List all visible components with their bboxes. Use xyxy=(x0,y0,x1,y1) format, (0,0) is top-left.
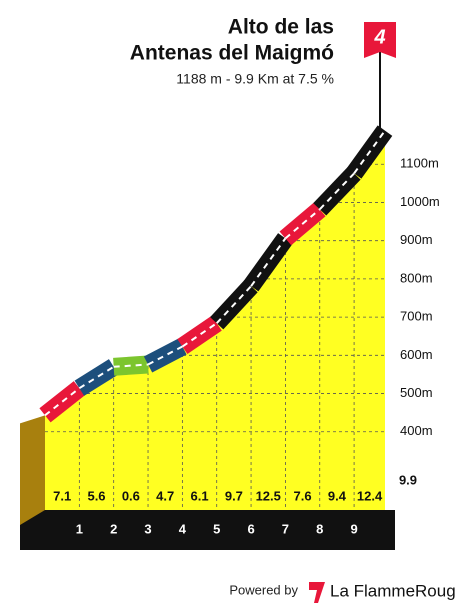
gradient-label: 0.6 xyxy=(122,488,140,503)
road-centerline xyxy=(78,365,115,390)
footer-prefix: Powered by xyxy=(229,582,298,597)
gradient-label: 7.1 xyxy=(53,488,71,503)
road-centerline xyxy=(215,285,252,324)
x-tick-label: 8 xyxy=(316,521,323,536)
y-tick-label: 1100m xyxy=(400,156,439,171)
gradient-label: 6.1 xyxy=(191,488,209,503)
road-centerline xyxy=(284,208,321,240)
y-tick-label: 800m xyxy=(400,270,433,285)
road-segment xyxy=(143,338,187,373)
flag xyxy=(364,22,396,58)
profile-side xyxy=(20,415,45,525)
road-centerline xyxy=(113,363,149,368)
road-centerline xyxy=(44,387,80,417)
gradient-label: 9.4 xyxy=(328,488,347,503)
gradient-label: 5.6 xyxy=(87,488,105,503)
title-line: Alto de las xyxy=(228,16,334,39)
x-tick-label: 5 xyxy=(213,521,220,536)
gradient-label: 4.7 xyxy=(156,488,174,503)
y-tick-label: 700m xyxy=(400,309,433,324)
road-centerline xyxy=(250,237,287,287)
x-tick-label: 7 xyxy=(282,521,289,536)
x-tick-label: 4 xyxy=(179,521,187,536)
x-tick-label: 3 xyxy=(144,521,151,536)
gradient-label: 9.7 xyxy=(225,488,243,503)
y-tick-label: 400m xyxy=(400,423,433,438)
road-centerline xyxy=(319,172,355,211)
gradient-label: 12.4 xyxy=(357,488,383,503)
y-tick-label: 1000m xyxy=(400,194,440,209)
y-tick-label: 500m xyxy=(400,385,433,400)
overlay: 400m 500m 600m 700m 800m 900m 1000m 1100m 1 2 3 4 5 6… xyxy=(39,125,440,536)
x-tick-label: 9 xyxy=(350,521,357,536)
x-tick-label: 1 xyxy=(76,521,83,536)
y-tick-label: 600m xyxy=(400,347,433,362)
profile-area xyxy=(45,130,385,510)
road-centerline xyxy=(181,322,218,348)
x-tick-label: 9.9 xyxy=(399,472,417,487)
brand-logo xyxy=(309,582,325,603)
y-tick-label: 900m xyxy=(400,232,433,247)
gradient-label: 12.5 xyxy=(256,488,281,503)
subtitle: 1188 m - 9.9 Km at 7.5 % xyxy=(176,71,334,87)
footer-brand: La FlammeRouge xyxy=(330,581,455,600)
category-label: 4 xyxy=(373,26,385,48)
x-tick-label: 2 xyxy=(110,521,117,536)
title-line: Antenas del Maigmó xyxy=(130,42,334,65)
base-band xyxy=(20,465,395,550)
road-centerline xyxy=(353,130,386,174)
gradient-label: 7.6 xyxy=(294,488,312,503)
x-tick-label: 6 xyxy=(247,521,254,536)
